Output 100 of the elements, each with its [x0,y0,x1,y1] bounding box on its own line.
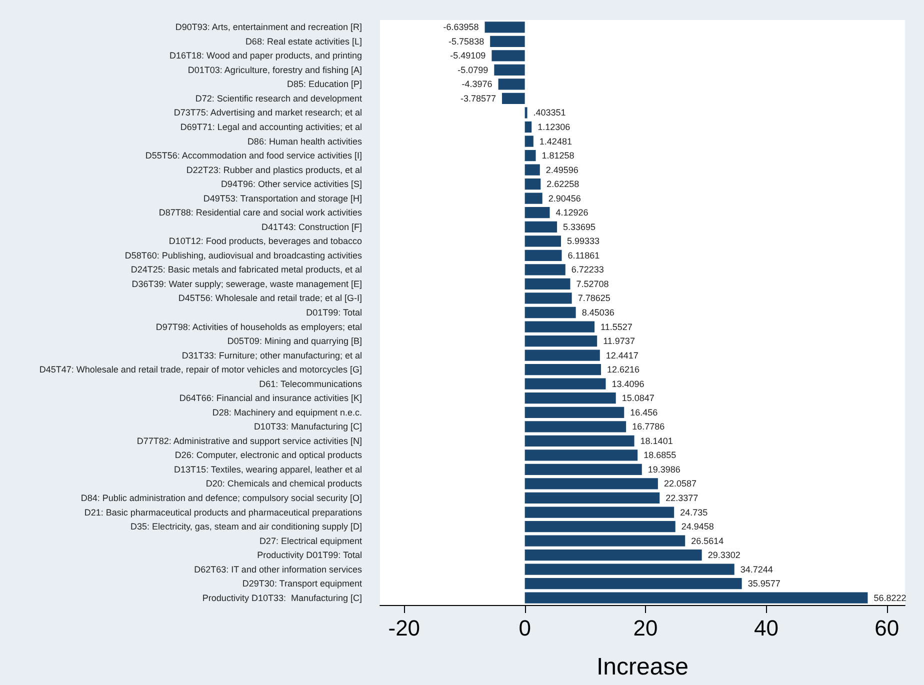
y-tick-label: D68: Real estate activities [L] [245,36,362,46]
data-label: 5.33695 [563,222,596,232]
data-label: 22.0587 [664,478,696,489]
data-label: 12.4417 [606,350,638,360]
y-tick-label: D97T98: Activities of households as employers; etal [156,322,362,332]
y-tick-label: D24T25: Basic metals and fabricated metal products, et al [130,264,362,275]
y-tick-label: D86: Human health activities [247,136,362,146]
y-tick-label: D45T47: Wholesale and retail trade, repair of motor vehicles and motorcycles [G] [39,364,362,375]
bar [502,92,525,104]
y-tick-label: D20: Chemicals and chemical products [206,478,362,489]
bar [524,392,616,404]
y-tick-label: D26: Computer, electronic and optical products [174,450,362,460]
y-tick-label: D61: Telecommunications [259,378,362,389]
data-label: 8.45036 [582,308,614,318]
bar [524,192,542,204]
y-tick-label: D77T82: Administrative and support service activities [N] [136,436,362,446]
data-label: 13.4096 [612,378,644,389]
bar [524,450,638,461]
bar [494,64,525,76]
bar [524,178,541,190]
data-label: 2.62258 [546,179,580,190]
data-label: 5.99333 [566,236,600,246]
x-tick-label: 20 [633,616,658,640]
y-tick-label: Productivity D01T99: Total [257,550,362,560]
bar [524,564,734,575]
x-tick-label: 60 [874,616,900,640]
bar [524,520,676,532]
y-tick-label: D64T66: Financial and insurance activities [K] [179,393,362,404]
y-tick-label: D45T56: Wholesale and retail trade; et al [G-I] [178,293,362,304]
data-label: 29.3302 [708,550,740,560]
y-tick-label: D49T53: Transportation and storage [H] [203,193,362,204]
bar [524,264,566,276]
data-label: -6.63958 [443,22,479,32]
data-label: 26.5614 [691,536,724,546]
data-label: 11.5527 [600,322,632,332]
bar [524,278,570,290]
data-label: 6.11861 [568,250,600,260]
y-tick-label: D16T18: Wood and paper products, and printing [170,50,362,61]
bar [524,506,674,518]
bar [524,207,550,218]
x-tick-label: 40 [754,616,778,640]
y-tick-label: D55T56: Accommodation and food service activities [I] [145,150,362,161]
y-tick-label: D58T60: Publishing, audiovisual and broadcasting activities [124,250,362,260]
bar [524,236,561,247]
bar [524,535,686,546]
y-tick-label: D13T15: Textiles, wearing apparel, leather et al [174,464,362,474]
y-tick-label: D31T33: Furniture; other manufacturing; et al [182,350,362,360]
bar [524,592,868,604]
data-label: 22.3377 [666,492,698,503]
bar [524,478,658,490]
data-label: 34.7244 [740,564,773,574]
y-tick-label: D73T75: Advertising and market research; et al [174,108,362,118]
y-tick-label: D94T96: Other service activities [S] [220,179,362,190]
data-label: -5.49109 [450,50,486,61]
y-tick-label: D27: Electrical equipment [259,536,362,546]
y-tick-label: D36T39: Water supply; sewerage, waste management [E] [132,278,362,289]
bar [524,464,642,476]
bar [524,121,532,133]
data-label: -5.75838 [448,36,484,46]
data-label: 16.456 [630,407,658,418]
data-label: 1.42481 [539,136,572,146]
data-label: 2.49596 [546,164,578,175]
bar [524,221,558,232]
bar [498,78,525,90]
y-tick-label: Productivity D10T33: Manufacturing [C] [202,592,362,603]
bar [524,378,606,390]
y-tick-label: D87T88: Residential care and social work activities [158,208,362,218]
bar [524,492,660,504]
data-label: 1.12306 [538,122,570,132]
y-tick-label: D72: Scientific research and development [195,93,362,104]
y-tick-label: D85: Education [P] [286,79,362,90]
data-label: 2.90456 [548,193,581,204]
data-label: -3.78577 [460,93,496,104]
bar [524,150,536,162]
y-tick-label: D22T23: Rubber and plastics products, et al [186,164,362,175]
x-axis-title: Increase [596,654,689,680]
data-label: 56.8222 [874,592,906,603]
x-tick-label: 0 [518,616,531,640]
data-label: 15.0847 [622,393,654,404]
y-tick-label: D01T99: Total [306,308,362,318]
data-label: -4.3976 [462,79,492,90]
bar [524,250,562,261]
bar [490,36,525,47]
bar [524,292,572,304]
data-label: 24.735 [680,507,708,518]
bar [524,321,595,332]
bar [524,350,600,361]
bar [492,50,525,62]
bar [524,406,624,418]
bar [484,22,525,33]
data-label: 19.3986 [648,464,680,474]
y-tick-label: D28: Machinery and equipment n.e.c. [212,407,362,418]
data-label: 35.9577 [748,578,780,589]
data-label: 12.6216 [606,364,640,375]
y-tick-label: D62T63: IT and other information services [194,564,362,574]
y-tick-label: D21: Basic pharmaceutical products and pharmaceutical preparations [84,507,362,518]
bar [524,435,634,446]
bar [524,107,528,118]
y-tick-label: D10T12: Food products, beverages and tobacco [168,236,362,246]
y-tick-label: D84: Public administration and defence; compulsory social security [O] [80,492,362,503]
